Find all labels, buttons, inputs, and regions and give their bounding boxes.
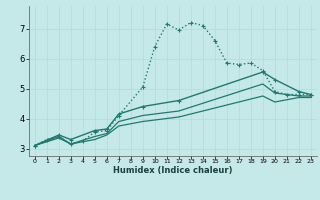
X-axis label: Humidex (Indice chaleur): Humidex (Indice chaleur): [113, 166, 233, 175]
